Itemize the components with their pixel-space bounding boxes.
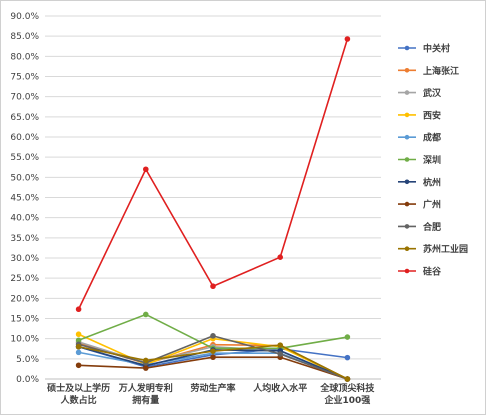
legend-marker	[404, 157, 410, 162]
data-point	[143, 357, 149, 364]
y-tick-label: 30.0%	[10, 254, 39, 264]
y-tick-label: 5.0%	[16, 355, 39, 365]
y-tick-label: 45.0%	[10, 194, 39, 204]
legend-marker	[404, 68, 410, 73]
legend-entry: 西安	[398, 109, 441, 121]
legend-label: 广州	[423, 199, 441, 211]
legend-label: 硅谷	[423, 266, 442, 278]
data-point	[143, 166, 149, 173]
legend-marker	[404, 179, 410, 185]
series-lines	[75, 36, 351, 382]
data-point	[210, 348, 216, 354]
data-point	[210, 354, 216, 361]
legend-label: 上海张江	[423, 65, 459, 77]
legend-label: 成都	[423, 132, 441, 144]
y-tick-label: 75.0%	[10, 73, 39, 83]
legend-entry: 深圳	[398, 154, 441, 166]
legend-entry: 合肥	[398, 221, 441, 233]
legend-marker	[404, 201, 410, 207]
data-point	[344, 354, 351, 361]
x-tick-label: 全球顶尖科技企业100强	[319, 382, 375, 406]
data-point	[277, 254, 284, 260]
series-line	[77, 38, 349, 310]
y-tick-label: 85.0%	[10, 32, 39, 42]
legend-entry: 苏州工业园	[398, 243, 468, 255]
legend-label: 杭州	[423, 176, 441, 188]
legend-marker	[404, 224, 410, 229]
y-tick-label: 50.0%	[10, 173, 39, 183]
legend-label: 合肥	[423, 221, 441, 233]
y-tick-labels: 0.0% 5.0% 10.0% 15.0% 20.0% 25.0% 30.0% 35.0% 40…	[10, 12, 39, 385]
series-10	[75, 342, 351, 382]
y-tick-label: 20.0%	[10, 294, 39, 304]
data-point	[210, 283, 216, 290]
legend-label: 中关村	[423, 43, 450, 55]
legend-label: 苏州工业园	[423, 243, 468, 255]
legend-entry: 成都	[398, 132, 441, 144]
legend-entry: 杭州	[398, 176, 441, 188]
legend-marker	[404, 246, 410, 251]
y-tick-label: 70.0%	[10, 93, 39, 103]
legend-entry: 上海张江	[398, 65, 459, 77]
data-point	[143, 311, 149, 318]
data-point	[344, 376, 351, 382]
y-tick-label: 35.0%	[10, 234, 39, 244]
legend-marker	[404, 112, 410, 118]
x-tick-label: 劳动生产率	[190, 382, 235, 394]
y-tick-label: 15.0%	[10, 315, 39, 325]
y-tick-label: 90.0%	[10, 12, 39, 22]
data-point	[277, 342, 284, 348]
y-tick-label: 60.0%	[10, 133, 39, 143]
x-tick-label: 人均收入水平	[252, 382, 307, 394]
legend-entry: 中关村	[398, 43, 450, 55]
legend-marker	[404, 268, 410, 274]
data-point	[75, 349, 82, 356]
legend-label: 西安	[423, 109, 441, 121]
legend-marker	[404, 45, 410, 51]
legend-label: 武汉	[423, 87, 442, 99]
legend-entry: 广州	[398, 199, 441, 211]
data-point	[143, 365, 149, 371]
data-point	[75, 343, 82, 350]
x-tick-label: 万人发明专利拥有量	[118, 382, 173, 406]
y-tick-label: 65.0%	[10, 113, 39, 123]
legend-entry: 硅谷	[398, 266, 442, 278]
series-11	[75, 36, 351, 313]
x-tick-label: 硕士及以上学历人数占比	[47, 382, 110, 406]
y-tick-label: 80.0%	[10, 52, 39, 62]
legend-marker	[404, 134, 410, 140]
y-tick-label: 25.0%	[10, 274, 39, 284]
y-tick-label: 40.0%	[10, 214, 39, 224]
legend-entry: 武汉	[398, 87, 442, 99]
data-point	[210, 333, 216, 339]
y-tick-label: 10.0%	[10, 335, 39, 345]
data-point	[75, 331, 82, 338]
data-point	[344, 334, 351, 340]
gridlines	[45, 15, 381, 360]
data-point	[277, 351, 284, 357]
legend-marker	[404, 90, 410, 95]
y-tick-label: 55.0%	[10, 153, 39, 163]
data-point	[75, 362, 82, 369]
y-tick-label: 0.0%	[16, 375, 39, 385]
legend-label: 深圳	[423, 154, 441, 166]
data-point	[344, 36, 351, 42]
data-point	[75, 306, 82, 313]
